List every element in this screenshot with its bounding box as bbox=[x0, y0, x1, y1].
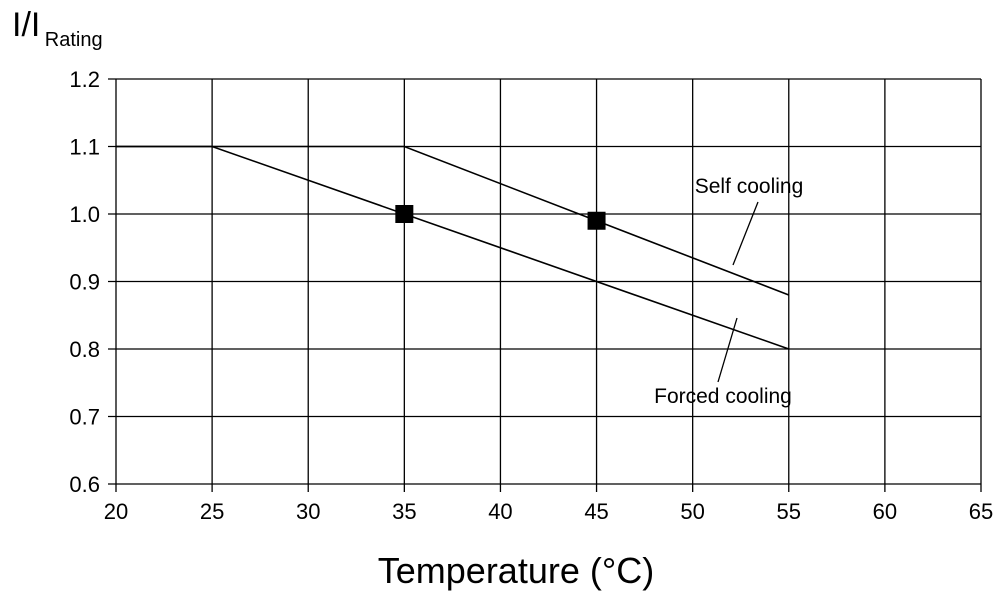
y-axis-label-main: I/I bbox=[12, 6, 40, 44]
leader-line-forced-cooling bbox=[717, 317, 738, 383]
series-markers bbox=[395, 205, 606, 230]
x-tick-label: 35 bbox=[392, 499, 416, 524]
y-axis-label: I/I Rating bbox=[12, 6, 103, 51]
leader-line-self-cooling bbox=[732, 201, 759, 266]
x-tick-label: 40 bbox=[488, 499, 512, 524]
y-tick-label: 0.7 bbox=[69, 405, 100, 430]
series-marker-forced-cooling bbox=[395, 205, 414, 223]
x-axis-label: Temperature (°C) bbox=[378, 550, 654, 591]
y-tick-label: 1.2 bbox=[69, 67, 100, 92]
series-lines bbox=[116, 145, 790, 350]
annotation-self-cooling: Self cooling bbox=[695, 175, 804, 198]
x-tick-labels: 20 25 30 35 40 45 50 55 60 65 bbox=[104, 499, 993, 524]
y-tick-label: 1.1 bbox=[69, 135, 100, 160]
y-axis-label-sub: Rating bbox=[45, 29, 103, 51]
x-tick-label: 60 bbox=[873, 499, 897, 524]
x-tick-label: 55 bbox=[777, 499, 801, 524]
y-tick-label: 1.0 bbox=[69, 202, 100, 227]
x-tick-label: 45 bbox=[584, 499, 608, 524]
series-line-forced-cooling bbox=[116, 145, 790, 350]
series-line-self-cooling bbox=[116, 145, 790, 296]
series-marker-self-cooling bbox=[587, 211, 606, 230]
y-tick-label: 0.8 bbox=[69, 337, 100, 362]
x-tick-label: 30 bbox=[296, 499, 320, 524]
y-tick-label: 0.6 bbox=[69, 472, 100, 497]
x-tick-label: 20 bbox=[104, 499, 128, 524]
series-annotations: Self cooling Forced cooling bbox=[654, 175, 803, 408]
x-tick-label: 65 bbox=[969, 499, 993, 524]
x-tick-label: 50 bbox=[680, 499, 704, 524]
annotation-forced-cooling: Forced cooling bbox=[654, 385, 792, 408]
y-tick-labels: 0.6 0.7 0.8 0.9 1.0 1.1 1.2 bbox=[69, 67, 100, 497]
grid bbox=[108, 78, 982, 492]
y-tick-label: 0.9 bbox=[69, 270, 100, 295]
x-tick-label: 25 bbox=[200, 499, 224, 524]
